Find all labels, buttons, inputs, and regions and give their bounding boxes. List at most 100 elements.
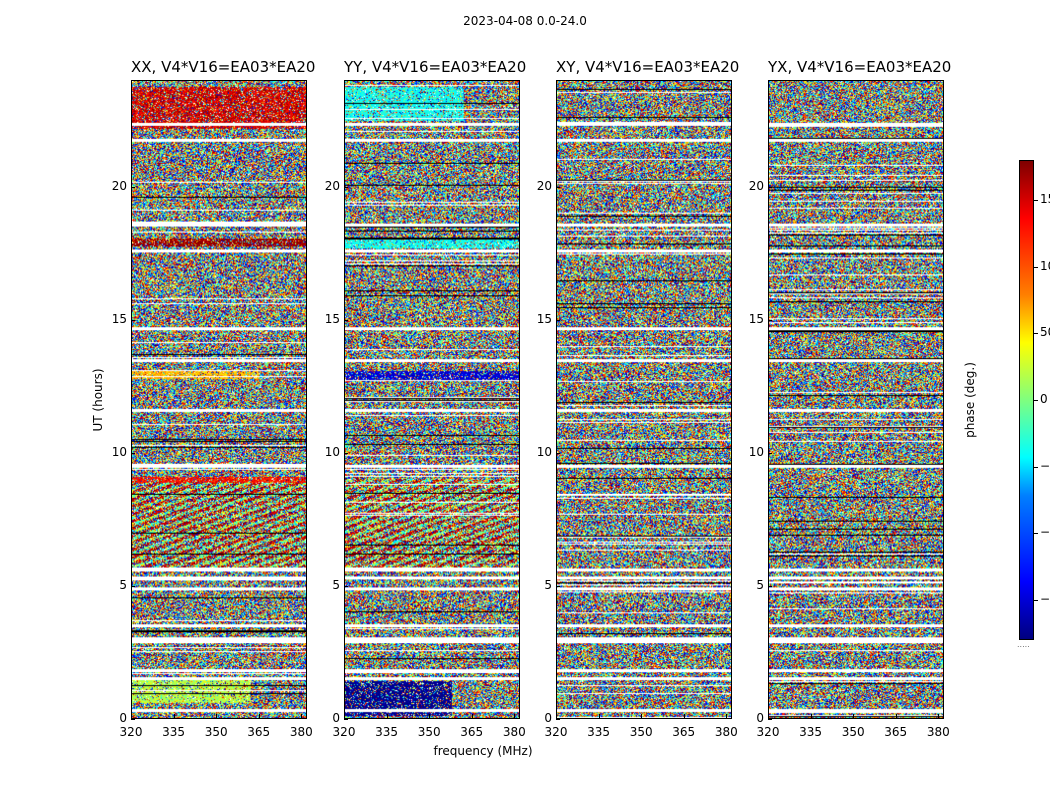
y-tick-mark [344,585,348,587]
y-tick-mark [556,585,560,587]
heatmap-panel-yx [768,80,944,719]
x-tick-mark [556,714,557,718]
x-tick-mark [386,714,388,718]
colorbar-tick-label: 0 [1040,392,1048,406]
x-tick-label: 380 [502,725,526,739]
y-tick-label: 15 [536,311,552,326]
colorbar-tick-label: 100 [1040,258,1050,273]
y-tick-mark [556,452,560,454]
colorbar-tick-mark [1034,200,1038,201]
x-tick-mark [810,714,812,718]
y-tick-label: 0 [756,711,764,725]
colorbar-tick-label: −50 [1040,458,1050,473]
panel-title-xx: XX, V4*V16=EA03*EA20 [131,58,316,76]
x-tick-label: 320 [544,725,568,739]
y-tick-mark [556,186,560,188]
x-tick-mark [258,714,260,718]
x-tick-label: 335 [587,725,611,739]
y-tick-mark [768,452,772,454]
x-tick-mark [301,714,303,718]
x-tick-mark [598,714,600,718]
x-tick-label: 320 [756,725,780,739]
panel-title-xy: XY, V4*V16=EA03*EA20 [556,58,740,76]
y-tick-label: 5 [119,577,127,592]
y-tick-label: 0 [544,711,552,725]
y-tick-mark [344,719,348,720]
y-tick-label: 20 [111,178,127,193]
figure-title: 2023-04-08 0.0-24.0 [463,14,587,28]
colorbar-tick-label: 150 [1040,192,1050,206]
y-tick-mark [131,452,135,454]
heatmap-panel-xy [556,80,732,719]
y-tick-label: 10 [111,444,127,459]
x-tick-label: 350 [841,725,865,739]
colorbar-tick-mark [1034,600,1038,601]
y-tick-mark [131,585,135,587]
y-tick-mark [768,186,772,188]
x-axis-label: frequency (MHz) [433,744,533,758]
colorbar-label: phase (deg.) [963,362,977,438]
x-tick-label: 350 [417,725,441,739]
x-tick-mark [895,714,897,718]
y-tick-label: 5 [756,577,764,592]
heatmap-canvas-yy [345,81,519,718]
y-tick-mark [768,719,772,720]
colorbar-tick-mark [1034,400,1038,401]
y-tick-label: 20 [324,178,340,193]
y-tick-label: 20 [748,178,764,193]
x-tick-label: 365 [672,725,696,739]
x-tick-mark [173,714,175,718]
x-tick-label: 350 [629,725,653,739]
y-tick-label: 0 [119,711,127,725]
x-tick-mark [938,714,940,718]
x-tick-mark [216,714,218,718]
y-tick-mark [344,186,348,188]
x-tick-label: 320 [332,725,356,739]
colorbar-tick-mark [1034,266,1038,268]
y-axis-label: UT (hours) [91,368,105,432]
y-tick-mark [131,319,135,321]
y-tick-label: 0 [332,711,340,725]
x-tick-label: 350 [204,725,228,739]
x-tick-label: 380 [926,725,950,739]
heatmap-canvas-yx [769,81,943,718]
colorbar-tick-label: −100 [1040,525,1050,540]
panel-title-yx: YX, V4*V16=EA03*EA20 [768,58,952,76]
y-tick-mark [768,585,772,587]
colorbar-tick-mark [1034,533,1038,535]
x-tick-label: 365 [884,725,908,739]
x-tick-mark [514,714,516,718]
heatmap-canvas-xx [132,81,306,718]
y-tick-label: 15 [111,311,127,326]
x-tick-mark [726,714,728,718]
x-tick-mark [768,714,769,718]
y-tick-label: 5 [544,577,552,592]
y-tick-label: 15 [748,311,764,326]
y-tick-mark [131,186,135,188]
y-tick-label: 10 [536,444,552,459]
x-tick-mark [131,714,132,718]
y-tick-label: 15 [324,311,340,326]
x-tick-label: 365 [460,725,484,739]
colorbar-footnote: ..... [1017,640,1030,649]
x-tick-mark [429,714,431,718]
y-tick-mark [131,719,135,720]
x-tick-label: 335 [162,725,186,739]
colorbar-tick-label: 50 [1040,325,1050,340]
x-tick-label: 320 [119,725,143,739]
y-tick-mark [556,319,560,321]
y-tick-mark [344,452,348,454]
heatmap-canvas-xy [557,81,731,718]
colorbar-tick-mark [1034,466,1038,468]
y-tick-mark [768,319,772,321]
y-tick-label: 20 [536,178,552,193]
colorbar-tick-label: −150 [1040,592,1050,606]
panel-title-yy: YY, V4*V16=EA03*EA20 [344,58,527,76]
x-tick-mark [641,714,643,718]
y-tick-label: 5 [332,577,340,592]
y-tick-mark [556,719,560,720]
x-tick-label: 380 [289,725,313,739]
y-tick-label: 10 [324,444,340,459]
x-tick-mark [853,714,855,718]
x-tick-mark [471,714,473,718]
